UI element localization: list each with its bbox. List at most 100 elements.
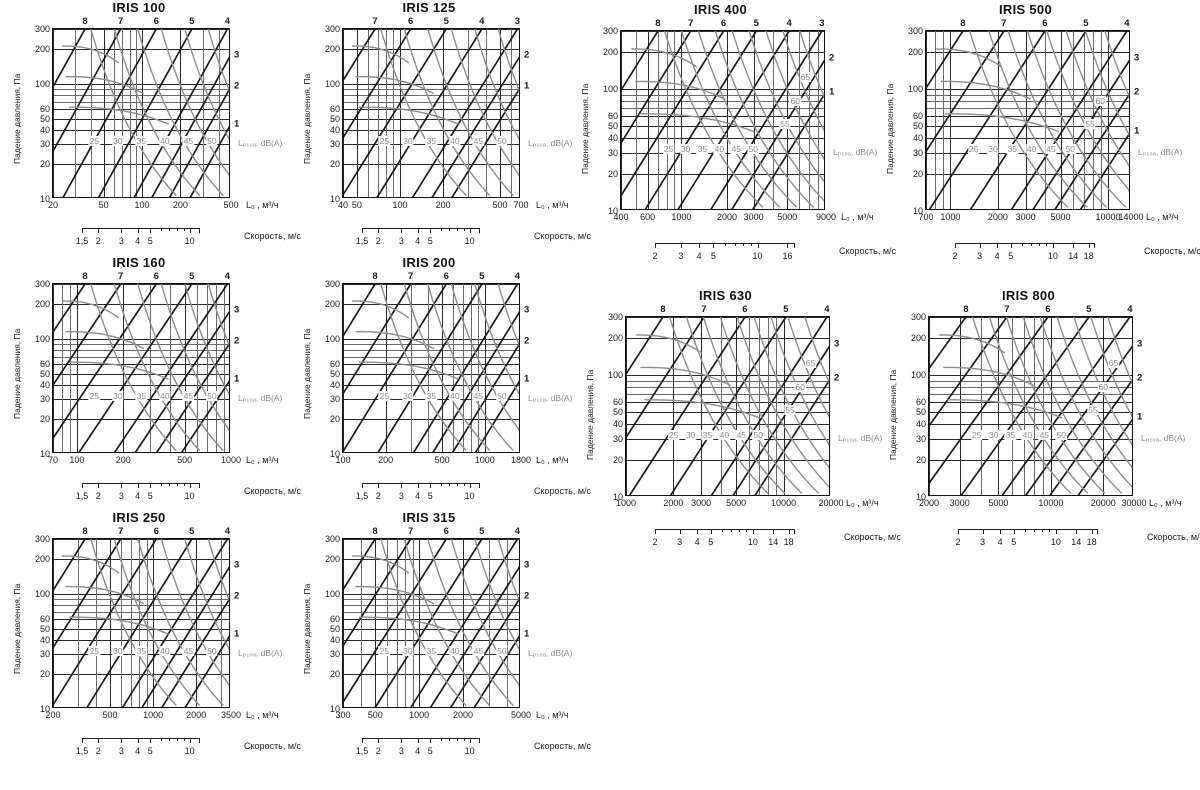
velocity-tick (189, 738, 191, 743)
velocity-tick (189, 483, 191, 488)
velocity-axis-title: Скорость, м/с (534, 741, 592, 751)
velocity-tick (169, 228, 171, 231)
chart-title: IRIS 315 (402, 510, 456, 525)
noise-curve (1022, 317, 1123, 494)
noise-curve-knee (69, 106, 169, 125)
plot-area: 300 200 100 60 50 40 30 20 10 200 500 1000 2000 3500 8… (35, 526, 241, 720)
noise-curve (685, 317, 786, 494)
chart-title: IRIS 125 (402, 0, 456, 15)
velocity-tick-label: 10 (464, 236, 475, 246)
position-curve (432, 311, 519, 452)
noise-level-label: 55 (779, 118, 791, 129)
gridline-v-major (1060, 31, 1062, 209)
y-tick-label: 60 (39, 359, 50, 370)
velocity-tick-label: 2 (95, 746, 101, 756)
noise-legend: Lₚ₁₀ₐ, dB(A) (1138, 146, 1183, 157)
noise-level-label: 50 (496, 135, 508, 146)
noise-curve-knee (355, 75, 435, 95)
position-label-top: 6 (742, 304, 748, 315)
gridline-h-major (343, 284, 519, 285)
position-label-top: 5 (189, 271, 195, 282)
velocity-tick-label: 3 (398, 746, 404, 756)
velocity-tick (757, 243, 759, 248)
position-label-top: 7 (1001, 18, 1007, 29)
y-tick-label: 10 (612, 492, 623, 502)
velocity-tick (1055, 529, 1057, 534)
y-tick-label: 60 (39, 614, 50, 625)
velocity-tick (1010, 243, 1012, 248)
gridline-v-major (76, 284, 78, 452)
velocity-tick-label: 4 (994, 251, 1000, 261)
chart-panel: IRIS 800 300 200 100 60 50 40 30 20 10 2000 3000 500… (876, 288, 1200, 578)
position-label-top: 6 (1042, 18, 1048, 29)
y-tick-label: 300 (602, 26, 618, 36)
gridline-v (772, 31, 774, 209)
noise-level-label: 50 (496, 390, 508, 401)
noise-level-label: 35 (135, 390, 148, 401)
curve-layer (53, 29, 229, 197)
gridline-h-major (343, 539, 519, 540)
velocity-tick (137, 738, 139, 743)
velocity-scale: 1,5 2 3 4 5 10 Скорость, м/с (76, 483, 301, 505)
noise-curve-knee (359, 616, 459, 635)
gridline-v (486, 29, 488, 197)
gridline-v-major (184, 284, 186, 452)
velocity-tick (121, 228, 123, 233)
y-tick-label: 10 (329, 449, 340, 459)
position-label-right: 3 (1134, 52, 1140, 64)
noise-curve (137, 29, 224, 197)
velocity-tick (137, 483, 139, 488)
gridline-v-major (343, 29, 344, 197)
gridline-v (75, 29, 77, 197)
x-tick-label: 200 (115, 455, 131, 465)
y-tick-label: 300 (34, 24, 50, 34)
noise-curve (207, 539, 229, 603)
velocity-tick (1049, 529, 1051, 532)
noise-level-label: 50 (496, 645, 508, 656)
position-label-top: 7 (407, 526, 414, 537)
gridline-h-major (53, 384, 229, 386)
gridline-v-major (103, 29, 105, 197)
velocity-tick (160, 738, 162, 741)
velocity-tick-label: 1,5 (355, 236, 369, 246)
noise-curve (497, 29, 519, 93)
x-tick-label: 600 (640, 212, 656, 222)
noise-curve (90, 29, 177, 197)
velocity-axis-title: Скорость, м/с (844, 532, 902, 542)
noise-level-label: 50 (206, 135, 218, 146)
velocity-tick (721, 529, 723, 532)
velocity-tick (1034, 529, 1036, 532)
chart-title: IRIS 400 (694, 2, 747, 17)
velocity-tick (98, 738, 100, 743)
y-tick-label: 60 (329, 614, 340, 625)
position-curve (78, 284, 193, 452)
x-axis-title: L₀ , м³/ч (1149, 498, 1182, 508)
noise-level-label: 50 (747, 144, 759, 155)
velocity-tick (463, 483, 465, 486)
noise-curve-knee (939, 334, 1006, 354)
position-curve (710, 31, 823, 209)
gridline-v (468, 29, 470, 197)
position-label-right: 3 (1137, 338, 1143, 350)
velocity-ruler-bar (362, 483, 480, 488)
position-curve (161, 598, 229, 707)
noise-level-label: 35 (425, 135, 438, 146)
y-axis-title: Падение давления, Па (302, 583, 312, 674)
velocity-tick-label: 10 (464, 491, 475, 501)
noise-curve-knee (69, 361, 169, 380)
noise-legend: Lₚ₁₀ₐ, dB(A) (528, 393, 573, 404)
grid (343, 539, 519, 707)
y-tick-label: 20 (607, 169, 618, 180)
gridline-h (343, 605, 519, 607)
x-axis-title: L₀ , м³/ч (536, 710, 569, 720)
gridline-h (343, 89, 519, 91)
velocity-ruler-bar (82, 228, 200, 233)
position-curve (121, 539, 229, 707)
curve-layer (626, 317, 829, 495)
gridline-v (361, 539, 363, 707)
noise-curve (1107, 317, 1132, 385)
position-curve (1001, 317, 1131, 495)
velocity-tick (183, 738, 185, 741)
y-tick-label: 20 (329, 159, 340, 170)
position-label-right: 2 (234, 335, 240, 347)
